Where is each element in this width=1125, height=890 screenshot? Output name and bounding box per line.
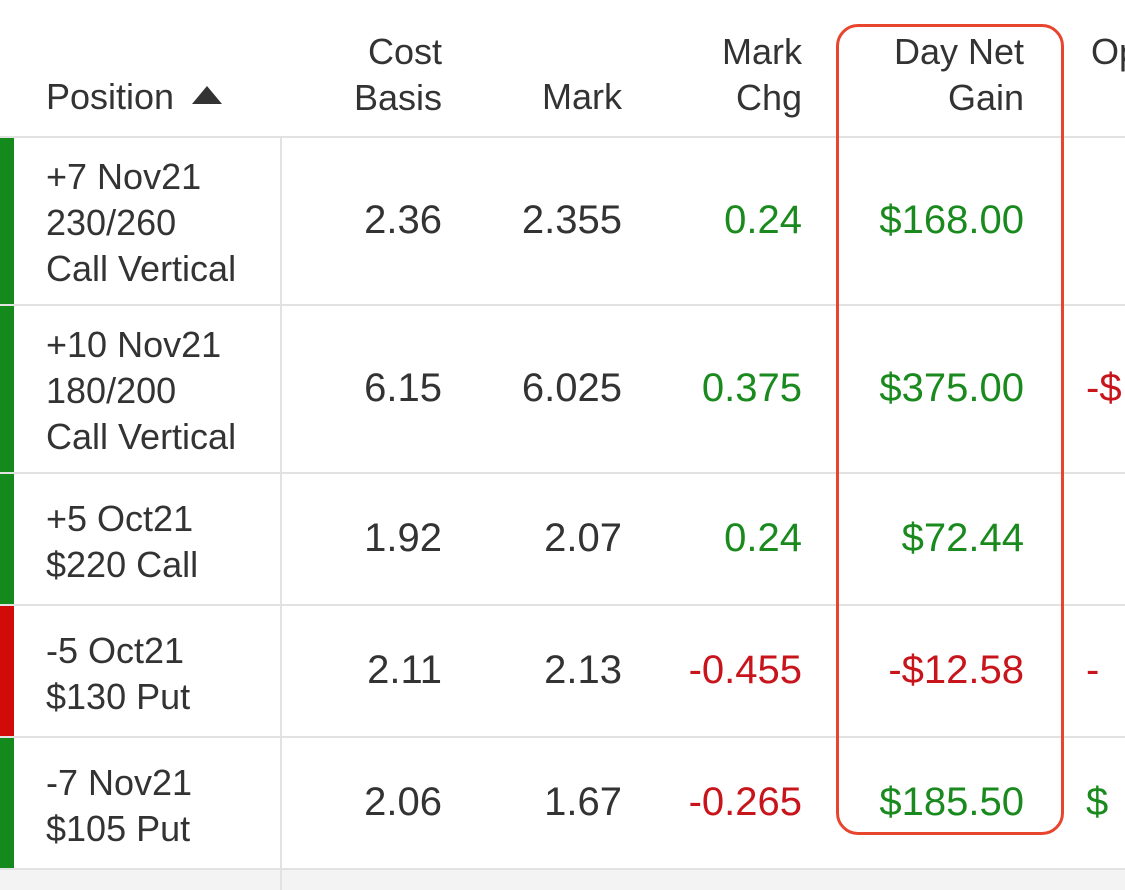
column-divider — [280, 474, 282, 604]
day-net-gain-value: $185.50 — [879, 780, 1024, 824]
mark-chg-value: 0.375 — [701, 366, 802, 410]
column-header-position-label: Position — [46, 76, 175, 117]
cost-basis-value: 2.06 — [364, 780, 442, 824]
column-header-cost-basis[interactable]: Cost Basis — [354, 29, 442, 121]
position-description: +7 Nov21 230/260 Call Vertical — [46, 156, 237, 289]
column-header-mark-chg-line1: Mark — [722, 31, 802, 72]
table-row[interactable]: -7 Nov21 $105 Put 2.06 1.67 -0.265 $185.… — [0, 738, 1125, 870]
mark-value: 2.13 — [544, 648, 622, 692]
header-divider — [0, 136, 1125, 138]
cost-basis-value: 6.15 — [364, 366, 442, 410]
day-net-gain-value: $375.00 — [879, 366, 1024, 410]
column-header-day-net-gain[interactable]: Day Net Gain — [894, 29, 1024, 121]
partial-column-value: $ — [1086, 780, 1109, 824]
column-header-mark[interactable]: Mark — [542, 74, 622, 120]
column-header-cost-basis-line2: Basis — [353, 77, 442, 118]
day-net-gain-value: -$12.58 — [888, 648, 1024, 692]
column-header-partial-label: Op — [1091, 31, 1125, 72]
column-header-mark-chg-line2: Chg — [735, 77, 802, 118]
column-divider — [280, 138, 282, 304]
column-divider — [280, 606, 282, 736]
table-row[interactable]: +7 Nov21 230/260 Call Vertical 2.36 2.35… — [0, 138, 1125, 306]
trend-indicator-bar — [0, 474, 14, 604]
table-row[interactable]: +5 Oct21 $220 Call 1.92 2.07 0.24 $72.44 — [0, 474, 1125, 606]
cost-basis-value: 2.36 — [364, 198, 442, 242]
table-row[interactable]: +10 Nov21 180/200 Call Vertical 6.15 6.0… — [0, 306, 1125, 474]
column-header-mark-chg[interactable]: Mark Chg — [722, 29, 802, 121]
column-header-partial[interactable]: Op — [1091, 29, 1125, 75]
next-row-strip — [0, 870, 1125, 890]
mark-value: 2.07 — [544, 516, 622, 560]
sort-ascending-icon[interactable] — [192, 86, 223, 104]
partial-column-value: -$ — [1086, 366, 1122, 410]
position-description: +10 Nov21 180/200 Call Vertical — [46, 324, 237, 457]
position-description: -7 Nov21 $105 Put — [46, 762, 193, 849]
column-header-day-net-gain-line2: Gain — [947, 77, 1024, 118]
mark-chg-value: 0.24 — [724, 198, 802, 242]
mark-chg-value: -0.265 — [688, 780, 802, 824]
mark-value: 1.67 — [544, 780, 622, 824]
table-row[interactable]: -5 Oct21 $130 Put 2.11 2.13 -0.455 -$12.… — [0, 606, 1125, 738]
mark-value: 6.025 — [521, 366, 622, 410]
partial-column-value: - — [1086, 648, 1100, 692]
mark-chg-value: 0.24 — [724, 516, 802, 560]
column-divider — [280, 306, 282, 472]
column-header-cost-basis-line1: Cost — [367, 31, 442, 72]
column-header-position[interactable]: Position — [46, 74, 223, 120]
mark-chg-value: -0.455 — [688, 648, 802, 692]
trend-indicator-bar — [0, 606, 14, 736]
position-description: +5 Oct21 $220 Call — [46, 498, 199, 585]
position-description: -5 Oct21 $130 Put — [46, 630, 191, 717]
column-header-day-net-gain-line1: Day Net — [893, 31, 1024, 72]
cost-basis-value: 1.92 — [364, 516, 442, 560]
day-net-gain-value: $72.44 — [901, 516, 1024, 560]
cost-basis-value: 2.11 — [367, 648, 442, 692]
mark-value: 2.355 — [521, 198, 622, 242]
day-net-gain-value: $168.00 — [879, 198, 1024, 242]
column-header-mark-label: Mark — [542, 76, 622, 117]
column-divider — [280, 870, 282, 890]
trend-indicator-bar — [0, 138, 14, 304]
trend-indicator-bar — [0, 738, 14, 868]
trend-indicator-bar — [0, 306, 14, 472]
column-divider — [280, 738, 282, 868]
